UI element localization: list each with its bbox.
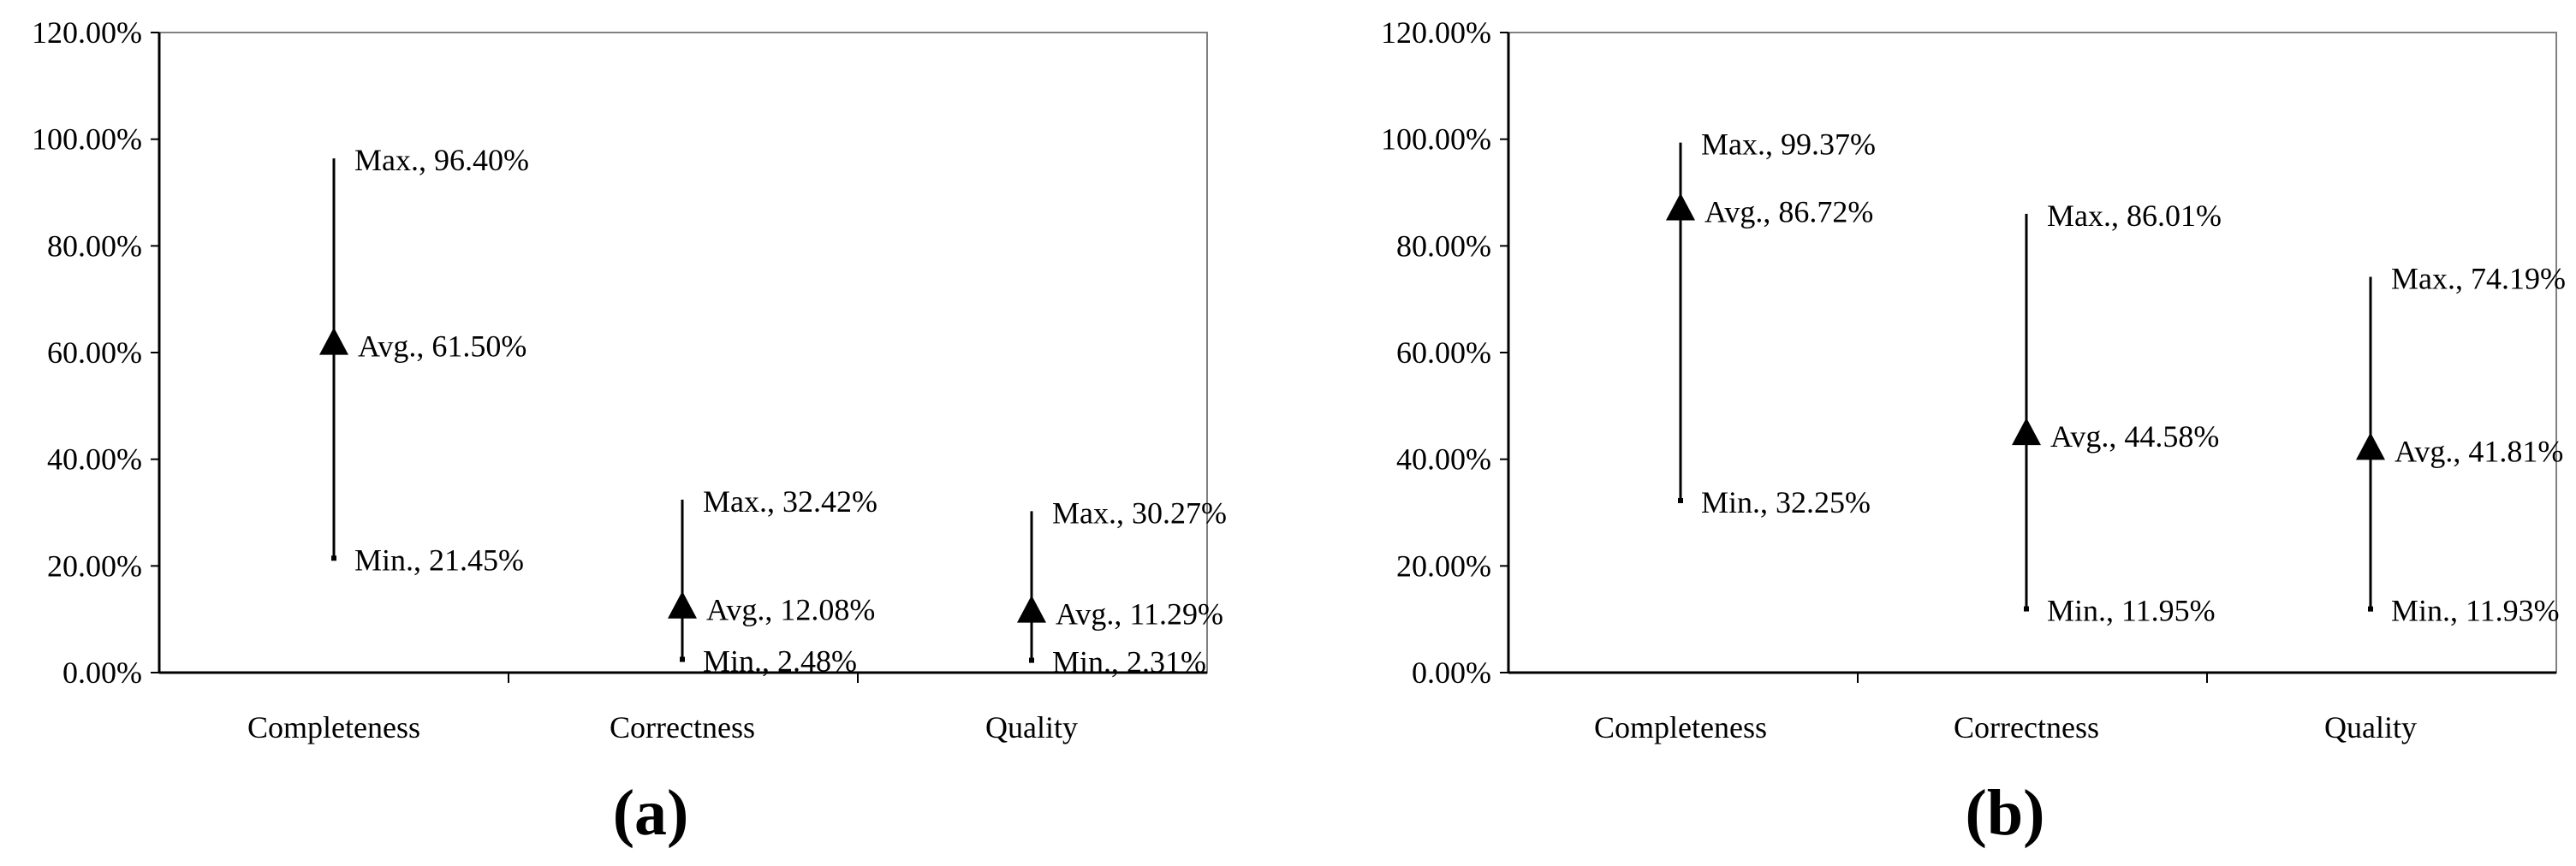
y-tick-label: 20.00%	[1396, 549, 1491, 583]
y-tick-label: 80.00%	[1396, 228, 1491, 263]
avg-label: Avg., 61.50%	[358, 329, 527, 364]
min-label: Min., 2.31%	[1052, 645, 1206, 679]
x-category-label: Correctness	[1954, 710, 2099, 744]
max-label: Max., 96.40%	[354, 143, 529, 177]
min-marker	[1678, 497, 1683, 503]
max-label: Max., 74.19%	[2391, 262, 2566, 296]
min-label: Min., 2.48%	[703, 644, 857, 679]
y-tick-label: 40.00%	[47, 442, 142, 477]
panel-label: (a)	[613, 777, 689, 849]
max-label: Max., 86.01%	[2047, 199, 2222, 233]
x-category-label: Quality	[985, 710, 1078, 744]
min-marker	[1029, 657, 1034, 663]
chart-panel-a: 0.00% 20.00% 40.00% 60.00% 80.00% 100.00% 120.…	[32, 15, 1227, 849]
y-tick-label: 120.00%	[32, 15, 142, 50]
avg-marker	[1666, 193, 1695, 221]
max-label: Max., 30.27%	[1052, 495, 1227, 530]
avg-label: Avg., 86.72%	[1704, 194, 1873, 228]
min-marker	[331, 555, 336, 561]
min-label: Min., 32.25%	[1701, 485, 1871, 519]
min-marker	[2368, 606, 2373, 612]
avg-label: Avg., 41.81%	[2395, 434, 2563, 468]
avg-marker	[668, 590, 697, 619]
avg-marker	[1017, 595, 1046, 623]
y-tick-label: 60.00%	[47, 335, 142, 370]
min-marker	[680, 656, 685, 662]
min-marker	[2024, 606, 2029, 612]
panel-label: (b)	[1966, 777, 2045, 849]
max-label: Max., 99.37%	[1701, 128, 1876, 162]
min-label: Min., 11.93%	[2391, 594, 2560, 628]
y-tick-label: 40.00%	[1396, 442, 1491, 477]
y-tick-label: 0.00%	[1412, 655, 1491, 690]
y-tick-label: 80.00%	[47, 228, 142, 263]
min-label: Min., 21.45%	[354, 543, 524, 577]
y-tick-label: 100.00%	[1381, 122, 1491, 157]
x-category-label: Completeness	[1594, 710, 1767, 744]
y-tick-label: 100.00%	[32, 122, 142, 157]
max-label: Max., 32.42%	[703, 484, 878, 519]
chart-panel-b: 0.00% 20.00% 40.00% 60.00% 80.00% 100.00% 120.…	[1381, 15, 2566, 849]
avg-label: Avg., 11.29%	[1056, 597, 1223, 632]
avg-label: Avg., 44.58%	[2050, 419, 2219, 454]
plot-frame	[1508, 32, 2557, 673]
avg-marker	[2356, 432, 2385, 460]
y-tick-label: 60.00%	[1396, 335, 1491, 370]
min-label: Min., 11.95%	[2047, 594, 2216, 628]
avg-marker	[2012, 418, 2041, 446]
y-tick-label: 120.00%	[1381, 15, 1491, 50]
avg-label: Avg., 12.08%	[706, 593, 875, 627]
x-category-label: Correctness	[610, 710, 755, 744]
x-category-label: Completeness	[247, 710, 420, 744]
avg-marker	[319, 327, 348, 355]
x-category-label: Quality	[2324, 710, 2417, 744]
y-tick-label: 20.00%	[47, 549, 142, 583]
y-tick-label: 0.00%	[62, 655, 142, 690]
